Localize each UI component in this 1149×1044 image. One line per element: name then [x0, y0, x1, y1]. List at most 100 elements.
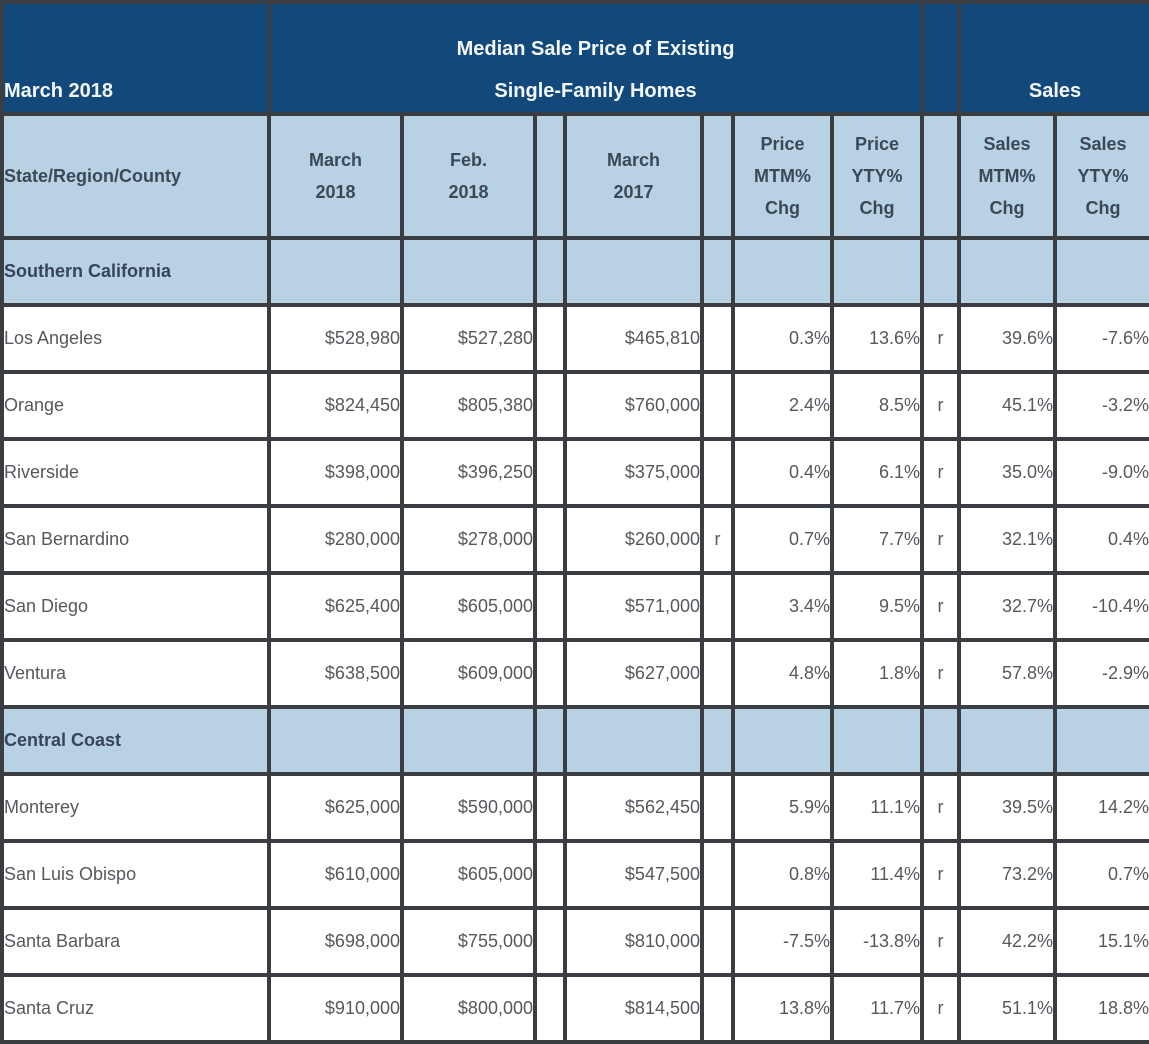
- price-mar-2017-cell: $810,000: [563, 906, 704, 977]
- price-mtm-chg-cell: 3.4%: [731, 571, 834, 642]
- sales-yty-chg-cell: -7.6%: [1053, 303, 1149, 374]
- section-empty-cell: [267, 705, 404, 776]
- col-header-mar-2017: March 2017: [563, 112, 704, 240]
- table-row: San Luis Obispo $610,000 $605,000 $547,5…: [0, 839, 1149, 910]
- price-mar-2018-cell: $824,450: [267, 370, 404, 441]
- sales-mtm-chg-cell: 35.0%: [957, 437, 1058, 508]
- price-feb-2018-cell: $605,000: [400, 839, 537, 910]
- sales-mtm-chg-cell: 32.7%: [957, 571, 1058, 642]
- price-mar-2018-cell: $638,500: [267, 638, 404, 709]
- sales-revision-flag-cell: r: [920, 437, 962, 508]
- price-mar-2017-cell: $571,000: [563, 571, 704, 642]
- col-header-mar-2018: March 2018: [267, 112, 404, 240]
- section-empty-cell: [920, 705, 962, 776]
- sales-revision-flag-cell: r: [920, 906, 962, 977]
- sales-revision-flag-cell: r: [920, 638, 962, 709]
- section-empty-cell: [731, 236, 834, 307]
- spacer-cell: [533, 571, 567, 642]
- sales-yty-chg-cell: -2.9%: [1053, 638, 1149, 709]
- table-row: Los Angeles $528,980 $527,280 $465,810 0…: [0, 303, 1149, 374]
- section-empty-cell: [400, 236, 537, 307]
- price-yty-chg-cell: -13.8%: [829, 906, 925, 977]
- price-revision-flag-cell: [700, 303, 735, 374]
- section-empty-cell: [731, 705, 834, 776]
- section-empty-cell: [829, 236, 925, 307]
- price-revision-flag-cell: [700, 772, 735, 843]
- sales-revision-flag-cell: r: [920, 303, 962, 374]
- sales-yty-chg-cell: 15.1%: [1053, 906, 1149, 977]
- price-feb-2018-cell: $805,380: [400, 370, 537, 441]
- county-cell: San Luis Obispo: [0, 839, 271, 910]
- report-month-label: March 2018: [0, 0, 271, 116]
- price-mtm-chg-cell: 2.4%: [731, 370, 834, 441]
- price-mar-2018-cell: $280,000: [267, 504, 404, 575]
- sales-yty-chg-cell: -9.0%: [1053, 437, 1149, 508]
- price-mtm-chg-cell: 0.3%: [731, 303, 834, 374]
- sales-mtm-chg-cell: 39.5%: [957, 772, 1058, 843]
- section-empty-cell: [533, 705, 567, 776]
- group-header-row: March 2018 Median Sale Price of Existing…: [0, 0, 1149, 116]
- sales-revision-flag-cell: r: [920, 839, 962, 910]
- county-cell: Santa Cruz: [0, 973, 271, 1044]
- sales-yty-chg-cell: 18.8%: [1053, 973, 1149, 1044]
- col-header-spacer-1: [533, 112, 567, 240]
- section-empty-cell: [267, 236, 404, 307]
- table-row: San Diego $625,400 $605,000 $571,000 3.4…: [0, 571, 1149, 642]
- price-mtm-chg-cell: -7.5%: [731, 906, 834, 977]
- price-mar-2018-cell: $698,000: [267, 906, 404, 977]
- section-empty-cell: [533, 236, 567, 307]
- price-yty-chg-cell: 13.6%: [829, 303, 925, 374]
- price-revision-flag-cell: [700, 638, 735, 709]
- col-header-spacer-3: [920, 112, 962, 240]
- price-mtm-chg-cell: 13.8%: [731, 973, 834, 1044]
- col-header-price-yty: Price YTY% Chg: [829, 112, 925, 240]
- col-header-sales-yty: Sales YTY% Chg: [1053, 112, 1149, 240]
- table-row: San Bernardino $280,000 $278,000 $260,00…: [0, 504, 1149, 575]
- price-yty-chg-cell: 11.4%: [829, 839, 925, 910]
- spacer-cell: [533, 504, 567, 575]
- sales-mtm-chg-cell: 73.2%: [957, 839, 1058, 910]
- section-empty-cell: [700, 705, 735, 776]
- sales-mtm-chg-cell: 32.1%: [957, 504, 1058, 575]
- price-mar-2017-cell: $375,000: [563, 437, 704, 508]
- price-revision-flag-cell: [700, 571, 735, 642]
- section-empty-cell: [400, 705, 537, 776]
- price-revision-flag-cell: [700, 370, 735, 441]
- price-feb-2018-cell: $396,250: [400, 437, 537, 508]
- price-revision-flag-cell: [700, 437, 735, 508]
- sales-revision-flag-cell: r: [920, 504, 962, 575]
- price-feb-2018-cell: $605,000: [400, 571, 537, 642]
- section-empty-cell: [829, 705, 925, 776]
- spacer-cell: [533, 839, 567, 910]
- price-yty-chg-cell: 11.1%: [829, 772, 925, 843]
- price-yty-chg-cell: 11.7%: [829, 973, 925, 1044]
- sales-revision-flag-cell: r: [920, 772, 962, 843]
- price-feb-2018-cell: $800,000: [400, 973, 537, 1044]
- table-row: Monterey $625,000 $590,000 $562,450 5.9%…: [0, 772, 1149, 843]
- county-cell: Orange: [0, 370, 271, 441]
- price-mtm-chg-cell: 4.8%: [731, 638, 834, 709]
- county-cell: Ventura: [0, 638, 271, 709]
- sales-mtm-chg-cell: 42.2%: [957, 906, 1058, 977]
- county-cell: Monterey: [0, 772, 271, 843]
- price-revision-flag-cell: [700, 973, 735, 1044]
- price-mar-2018-cell: $610,000: [267, 839, 404, 910]
- spacer-cell: [533, 772, 567, 843]
- price-feb-2018-cell: $278,000: [400, 504, 537, 575]
- county-cell: Riverside: [0, 437, 271, 508]
- price-mar-2017-cell: $562,450: [563, 772, 704, 843]
- section-empty-cell: [957, 705, 1058, 776]
- price-mar-2017-cell: $260,000: [563, 504, 704, 575]
- table-row: Santa Cruz $910,000 $800,000 $814,500 13…: [0, 973, 1149, 1044]
- section-empty-cell: [1053, 705, 1149, 776]
- sales-mtm-chg-cell: 51.1%: [957, 973, 1058, 1044]
- table-row: Ventura $638,500 $609,000 $627,000 4.8% …: [0, 638, 1149, 709]
- price-mar-2018-cell: $910,000: [267, 973, 404, 1044]
- price-feb-2018-cell: $527,280: [400, 303, 537, 374]
- price-mar-2017-cell: $760,000: [563, 370, 704, 441]
- sales-revision-flag-cell: r: [920, 571, 962, 642]
- price-yty-chg-cell: 1.8%: [829, 638, 925, 709]
- column-header-row: State/Region/County March 2018 Feb. 2018…: [0, 112, 1149, 240]
- sales-revision-flag-cell: r: [920, 370, 962, 441]
- price-mtm-chg-cell: 0.4%: [731, 437, 834, 508]
